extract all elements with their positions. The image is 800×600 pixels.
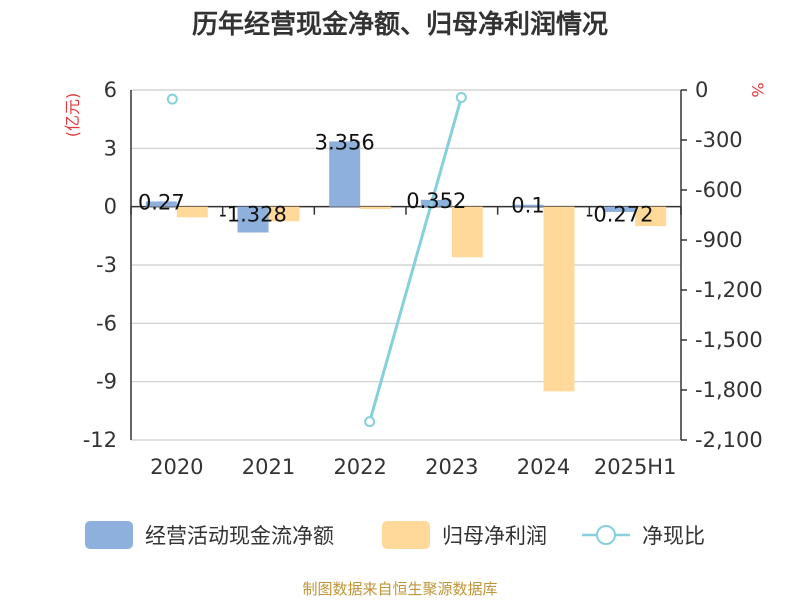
profit-bar (176, 206, 208, 218)
x-axis-category-label: 2022 (333, 455, 386, 479)
left-axis-tick-label: -3 (96, 253, 117, 277)
left-axis-tick-label: -6 (96, 311, 117, 335)
profit-bar (360, 206, 392, 209)
profit-bar (635, 206, 667, 227)
axis-layer: 6 3 0 -3 -6 -9 -12 0 -300 -600 -900 -1,200 -1,500 -1,… (83, 78, 763, 479)
right-axis-tick-label: -1,200 (695, 278, 763, 302)
profit-bar (451, 206, 483, 258)
profit-bar (543, 206, 575, 392)
profit-bar (268, 206, 300, 222)
grid-layer (131, 89, 681, 441)
cashflow-data-label: 0.352 (406, 189, 466, 213)
ratio-line-segment (368, 97, 463, 423)
ratio-point (455, 92, 467, 103)
cashflow-data-label: 3.356 (315, 130, 375, 154)
x-axis-category-label: 2020 (150, 455, 203, 479)
legend: 经营活动现金流净额 归母净利润 净现比 (85, 521, 705, 549)
ratio-point (364, 416, 376, 428)
cashflow-bar (420, 199, 452, 207)
cashflow-data-label: 0.27 (138, 190, 185, 214)
legend-item-cashflow[interactable]: 经营活动现金流净额 (85, 521, 334, 549)
legend-marker-ratio (596, 525, 616, 545)
x-axis-category-label: 2023 (425, 455, 478, 479)
left-axis-tick-label: 0 (104, 195, 117, 219)
right-axis-tick-label: -900 (695, 228, 743, 252)
right-axis-tick-label: -600 (695, 178, 743, 202)
legend-item-ratio[interactable]: 净现比 (582, 524, 705, 548)
cashflow-bar (145, 201, 177, 207)
right-axis-tick-label: -1,800 (695, 378, 763, 402)
bar-layer (145, 141, 667, 392)
cashflow-bar (512, 204, 544, 207)
legend-swatch-profit (382, 521, 430, 549)
cashflow-data-label: -1.328 (219, 203, 287, 227)
label-layer: 0.27 -1.328 3.356 0.352 0.1 -0.272 (138, 130, 654, 226)
cashflow-data-label: -0.272 (586, 203, 654, 227)
cashflow-bar (237, 206, 269, 233)
chart-title: 历年经营现金净额、归母净利润情况 (192, 9, 608, 40)
ratio-point (166, 93, 178, 105)
x-axis-category-label: 2025H1 (594, 455, 677, 479)
x-axis-category-label: 2024 (517, 455, 570, 479)
left-axis-tick-label: 3 (104, 136, 117, 160)
right-axis-unit: % (748, 82, 767, 97)
x-axis-category-label: 2021 (242, 455, 295, 479)
left-axis-tick-label: -12 (83, 428, 117, 452)
legend-label-ratio: 净现比 (642, 524, 705, 548)
cashflow-bar (604, 206, 636, 212)
right-axis-tick-label: 0 (695, 78, 708, 102)
right-axis-tick-label: -300 (695, 128, 743, 152)
legend-label-cashflow: 经营活动现金流净额 (145, 524, 334, 548)
legend-swatch-cashflow (85, 521, 133, 549)
right-axis-tick-label: -2,100 (695, 428, 763, 452)
left-axis-unit: (亿元) (63, 93, 82, 138)
source-footer: 制图数据来自恒生聚源数据库 (302, 580, 497, 598)
legend-label-profit: 归母净利润 (442, 524, 547, 548)
cashflow-bar (329, 141, 361, 207)
right-axis-tick-label: -1,500 (695, 328, 763, 352)
left-axis-tick-label: 6 (104, 78, 117, 102)
left-axis-tick-label: -9 (96, 370, 117, 394)
cashflow-data-label: 0.1 (511, 194, 544, 218)
legend-item-profit[interactable]: 归母净利润 (382, 521, 547, 549)
line-layer (166, 92, 467, 428)
